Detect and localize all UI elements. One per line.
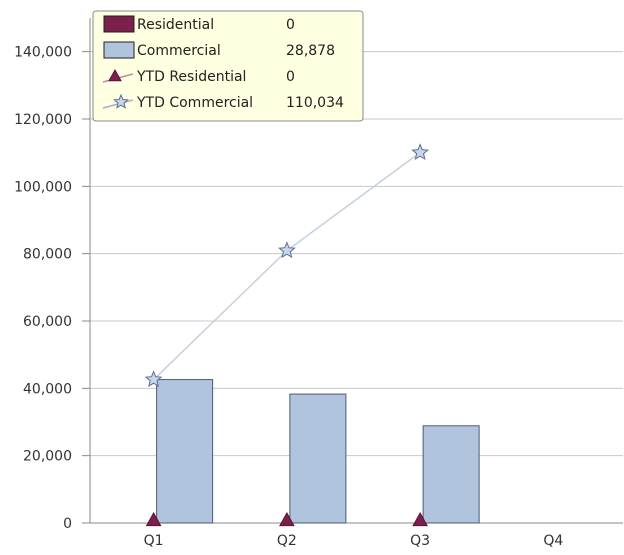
x-tick-label: Q1	[144, 533, 164, 549]
y-tick-label: 140,000	[14, 45, 72, 61]
legend-label: Commercial	[137, 43, 221, 59]
bar-commercial	[289, 393, 347, 524]
legend-box	[92, 10, 364, 122]
legend-swatch	[103, 15, 135, 33]
legend-value: 110,034	[286, 95, 344, 111]
marker-ytd-commercial	[278, 241, 296, 259]
legend-triangle-marker	[108, 68, 122, 82]
bar-commercial	[422, 425, 480, 524]
legend-value: 28,878	[286, 43, 335, 59]
bars	[156, 379, 480, 524]
legend-label: Residential	[137, 17, 214, 33]
marker-ytd-residential	[279, 511, 295, 527]
marker-ytd-residential	[145, 511, 162, 527]
marker-ytd-commercial	[144, 370, 163, 388]
y-tick-label: 80,000	[23, 247, 72, 263]
x-tick-label: Q4	[543, 533, 563, 549]
legend-swatch	[103, 41, 135, 59]
y-axis-ticks: 0 20,000 40,000 60,000 80,000 100,000 120,000 1…	[14, 45, 72, 532]
y-tick-label: 0	[63, 516, 72, 532]
y-tick-label: 60,000	[23, 314, 72, 330]
legend-star-marker	[113, 93, 129, 109]
x-axis-ticks: Q1 Q2 Q3 Q4	[144, 533, 564, 549]
legend-label: YTD Commercial	[136, 95, 253, 111]
legend: Residential 0 Commercial 28,878 YTD Resident…	[92, 10, 364, 122]
y-tick-label: 120,000	[14, 112, 72, 128]
x-tick-label: Q3	[410, 533, 430, 549]
y-tick-label: 100,000	[14, 179, 72, 195]
y-tick-label: 40,000	[23, 381, 72, 397]
legend-value: 0	[286, 17, 295, 33]
marker-ytd-residential	[412, 511, 428, 527]
marker-ytd-commercial	[411, 143, 429, 161]
bar-commercial	[156, 379, 214, 524]
legend-value: 0	[286, 69, 295, 85]
x-tick-label: Q2	[277, 533, 297, 549]
lines	[144, 143, 429, 527]
legend-label: YTD Residential	[136, 69, 246, 85]
y-tick-label: 20,000	[23, 449, 72, 465]
